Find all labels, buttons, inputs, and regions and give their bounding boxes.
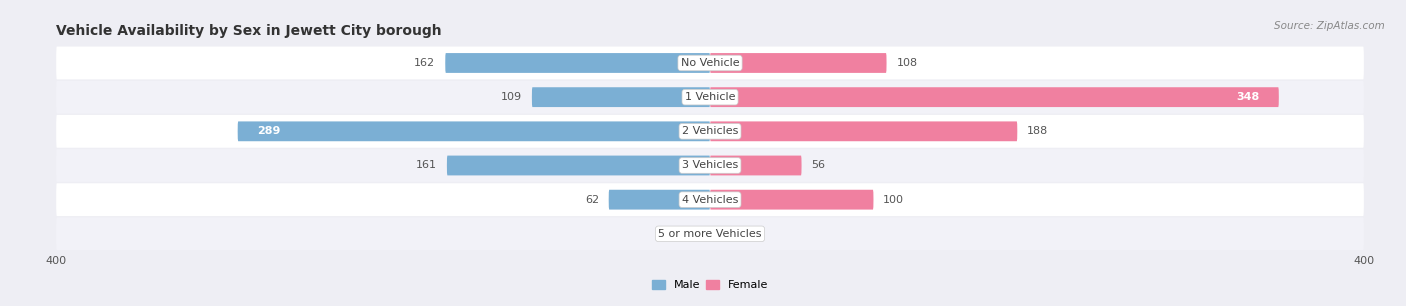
FancyBboxPatch shape bbox=[690, 229, 710, 239]
Text: 1 Vehicle: 1 Vehicle bbox=[685, 92, 735, 102]
FancyBboxPatch shape bbox=[710, 87, 1279, 107]
Text: Vehicle Availability by Sex in Jewett City borough: Vehicle Availability by Sex in Jewett Ci… bbox=[56, 24, 441, 38]
Text: 108: 108 bbox=[897, 58, 918, 68]
FancyBboxPatch shape bbox=[710, 121, 1018, 141]
FancyBboxPatch shape bbox=[446, 53, 710, 73]
Text: 3 Vehicles: 3 Vehicles bbox=[682, 160, 738, 170]
FancyBboxPatch shape bbox=[238, 121, 710, 141]
FancyBboxPatch shape bbox=[710, 190, 873, 210]
FancyBboxPatch shape bbox=[609, 190, 710, 210]
Text: 0: 0 bbox=[676, 229, 683, 239]
Text: 4 Vehicles: 4 Vehicles bbox=[682, 195, 738, 205]
Text: 289: 289 bbox=[257, 126, 281, 136]
FancyBboxPatch shape bbox=[56, 218, 1364, 250]
Text: 62: 62 bbox=[585, 195, 599, 205]
Text: 5 or more Vehicles: 5 or more Vehicles bbox=[658, 229, 762, 239]
FancyBboxPatch shape bbox=[710, 229, 730, 239]
FancyBboxPatch shape bbox=[531, 87, 710, 107]
FancyBboxPatch shape bbox=[56, 149, 1364, 182]
Text: 162: 162 bbox=[415, 58, 436, 68]
FancyBboxPatch shape bbox=[710, 53, 887, 73]
FancyBboxPatch shape bbox=[56, 115, 1364, 148]
FancyBboxPatch shape bbox=[447, 155, 710, 175]
Text: Source: ZipAtlas.com: Source: ZipAtlas.com bbox=[1274, 21, 1385, 32]
Text: No Vehicle: No Vehicle bbox=[681, 58, 740, 68]
Text: 2 Vehicles: 2 Vehicles bbox=[682, 126, 738, 136]
Text: 109: 109 bbox=[501, 92, 522, 102]
Text: 161: 161 bbox=[416, 160, 437, 170]
Text: 348: 348 bbox=[1236, 92, 1260, 102]
FancyBboxPatch shape bbox=[56, 81, 1364, 114]
Legend: Male, Female: Male, Female bbox=[651, 280, 769, 290]
Text: 188: 188 bbox=[1028, 126, 1049, 136]
Text: 0: 0 bbox=[737, 229, 744, 239]
Text: 56: 56 bbox=[811, 160, 825, 170]
FancyBboxPatch shape bbox=[710, 155, 801, 175]
FancyBboxPatch shape bbox=[56, 183, 1364, 216]
FancyBboxPatch shape bbox=[56, 47, 1364, 79]
Text: 100: 100 bbox=[883, 195, 904, 205]
